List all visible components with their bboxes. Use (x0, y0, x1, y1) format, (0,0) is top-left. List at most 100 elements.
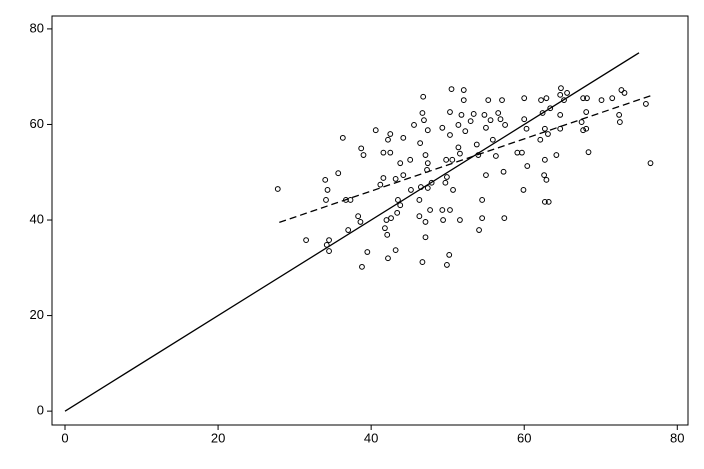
data-point (382, 225, 388, 232)
data-point (323, 197, 329, 203)
data-point (377, 181, 384, 188)
data-point (621, 90, 628, 96)
data-point (539, 110, 546, 116)
data-point (580, 95, 587, 102)
data-point (359, 263, 365, 270)
data-point (422, 219, 429, 225)
data-point (443, 156, 450, 163)
reference-line (64, 52, 640, 412)
data-point (578, 119, 585, 125)
data-point (339, 134, 346, 141)
data-point (618, 87, 625, 93)
y-tick-label: 60 (30, 116, 44, 131)
data-point (473, 141, 480, 148)
data-point (439, 124, 446, 131)
data-point (380, 149, 387, 156)
data-point (520, 187, 527, 193)
data-point (580, 127, 587, 134)
data-point (387, 131, 394, 137)
data-point (501, 215, 508, 222)
data-point (487, 117, 494, 124)
data-point (462, 128, 469, 135)
data-point (643, 101, 649, 107)
data-point (357, 219, 364, 225)
data-point (519, 149, 525, 156)
data-point (616, 112, 623, 118)
data-point (521, 116, 528, 123)
data-point (345, 227, 352, 233)
data-point (347, 197, 354, 203)
y-tick-label: 40 (30, 211, 44, 226)
data-point (502, 122, 508, 128)
data-point (479, 215, 486, 222)
data-point (553, 152, 560, 158)
data-point (499, 97, 505, 103)
y-tick-label: 0 (37, 403, 44, 418)
x-tick-label: 80 (670, 430, 684, 445)
data-point (358, 145, 365, 152)
data-point (427, 207, 433, 213)
data-point (428, 179, 435, 186)
data-point (521, 95, 528, 102)
data-point (408, 187, 414, 193)
data-point (392, 247, 399, 254)
data-point (424, 160, 431, 167)
data-point (383, 217, 390, 223)
data-point (355, 213, 362, 220)
data-point (541, 125, 548, 132)
reference-line (279, 95, 651, 224)
data-point (583, 109, 590, 115)
x-tick-label: 60 (517, 430, 531, 445)
data-point (335, 170, 342, 177)
data-point (419, 259, 426, 265)
data-point (447, 109, 453, 115)
data-point (455, 122, 462, 128)
x-tick-label: 0 (61, 430, 68, 445)
data-point (500, 168, 507, 175)
data-point (323, 241, 330, 248)
data-point (395, 197, 401, 203)
data-point (326, 248, 332, 254)
data-point (274, 186, 281, 192)
data-point (545, 198, 552, 205)
data-point (450, 187, 456, 193)
data-point (537, 136, 544, 143)
data-point (444, 174, 450, 180)
data-point (360, 152, 367, 158)
data-point (407, 156, 414, 163)
data-point (543, 176, 550, 183)
data-point (397, 160, 404, 167)
data-point (322, 176, 329, 183)
data-point (448, 86, 455, 93)
data-point (481, 112, 488, 118)
data-point (424, 127, 431, 134)
data-point (524, 163, 531, 169)
data-point (557, 125, 564, 132)
data-point (583, 125, 590, 132)
data-point (384, 231, 391, 238)
data-point (400, 172, 407, 179)
data-point (417, 140, 424, 146)
data-point (447, 207, 453, 213)
data-point (364, 249, 371, 255)
data-point (424, 185, 431, 191)
data-point (470, 111, 477, 117)
data-point (385, 136, 391, 143)
x-tick-label: 40 (364, 430, 378, 445)
data-point (557, 112, 564, 118)
data-point (421, 117, 427, 124)
data-point (523, 125, 530, 132)
data-point (545, 131, 551, 137)
data-point (372, 127, 379, 134)
data-point (387, 149, 394, 156)
data-point (609, 95, 616, 102)
data-point (447, 132, 453, 138)
data-point (397, 202, 404, 209)
y-tick-label: 80 (30, 20, 44, 35)
data-point (497, 116, 504, 123)
data-point (326, 237, 332, 243)
data-point (457, 150, 463, 157)
data-point (584, 95, 590, 102)
data-point (440, 217, 446, 223)
data-point (449, 156, 456, 163)
